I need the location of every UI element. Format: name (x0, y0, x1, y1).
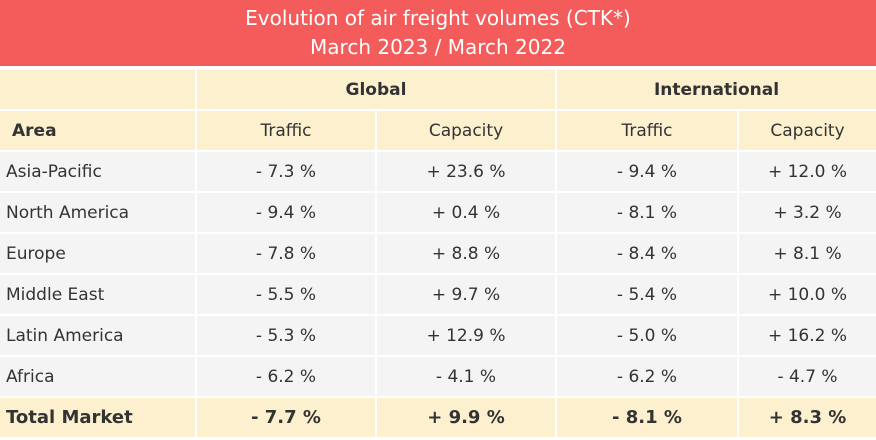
cell-intl-capacity: + 3.2 % (739, 193, 876, 232)
cell-area: North America (0, 193, 195, 232)
cell-area: Latin America (0, 316, 195, 355)
col-intl-traffic: Traffic (557, 111, 737, 150)
cell-global-traffic: - 9.4 % (197, 193, 375, 232)
cell-intl-traffic: - 9.4 % (557, 152, 737, 191)
col-intl-capacity: Capacity (739, 111, 876, 150)
cell-global-traffic: - 7.7 % (197, 398, 375, 437)
cell-intl-traffic: - 8.1 % (557, 398, 737, 437)
table-title: Evolution of air freight volumes (CTK*) … (0, 0, 876, 66)
cell-global-capacity: + 23.6 % (377, 152, 555, 191)
cell-global-capacity: + 8.8 % (377, 234, 555, 273)
cell-intl-capacity: + 8.3 % (739, 398, 876, 437)
cell-global-traffic: - 5.3 % (197, 316, 375, 355)
cell-area: Africa (0, 357, 195, 396)
col-area: Area (0, 111, 195, 150)
cell-intl-capacity: + 8.1 % (739, 234, 876, 273)
cell-intl-traffic: - 5.0 % (557, 316, 737, 355)
cell-global-capacity: + 9.9 % (377, 398, 555, 437)
cell-global-capacity: + 0.4 % (377, 193, 555, 232)
cell-global-traffic: - 7.8 % (197, 234, 375, 273)
cell-area: Total Market (0, 398, 195, 437)
group-header-row: Global International (0, 70, 876, 109)
cell-intl-traffic: - 8.1 % (557, 193, 737, 232)
cell-intl-capacity: + 16.2 % (739, 316, 876, 355)
group-global: Global (197, 70, 555, 109)
cell-intl-traffic: - 6.2 % (557, 357, 737, 396)
column-header-row: Area Traffic Capacity Traffic Capacity (0, 111, 876, 150)
cell-global-traffic: - 6.2 % (197, 357, 375, 396)
cell-area: Middle East (0, 275, 195, 314)
freight-table: Global International Area Traffic Capaci… (0, 68, 876, 439)
cell-area: Asia-Pacific (0, 152, 195, 191)
subtitle: March 2023 / March 2022 (310, 35, 566, 59)
table-row: Latin America - 5.3 % + 12.9 % - 5.0 % + 16.… (0, 316, 876, 355)
table-row: Middle East - 5.5 % + 9.7 % - 5.4 % + 10.0 % (0, 275, 876, 314)
cell-intl-traffic: - 8.4 % (557, 234, 737, 273)
cell-global-capacity: + 9.7 % (377, 275, 555, 314)
cell-global-capacity: + 12.9 % (377, 316, 555, 355)
cell-intl-capacity: - 4.7 % (739, 357, 876, 396)
cell-area: Europe (0, 234, 195, 273)
table-row: North America - 9.4 % + 0.4 % - 8.1 % + 3.2 … (0, 193, 876, 232)
table-row: Europe - 7.8 % + 8.8 % - 8.4 % + 8.1 % (0, 234, 876, 273)
table-row: Asia-Pacific - 7.3 % + 23.6 % - 9.4 % + 12.0… (0, 152, 876, 191)
col-global-traffic: Traffic (197, 111, 375, 150)
cell-global-traffic: - 5.5 % (197, 275, 375, 314)
cell-global-capacity: - 4.1 % (377, 357, 555, 396)
empty-cell (0, 70, 195, 109)
cell-global-traffic: - 7.3 % (197, 152, 375, 191)
cell-intl-capacity: + 12.0 % (739, 152, 876, 191)
col-global-capacity: Capacity (377, 111, 555, 150)
cell-intl-traffic: - 5.4 % (557, 275, 737, 314)
title: Evolution of air freight volumes (CTK*) (245, 6, 631, 30)
cell-intl-capacity: + 10.0 % (739, 275, 876, 314)
group-international: International (557, 70, 876, 109)
table-row: Africa - 6.2 % - 4.1 % - 6.2 % - 4.7 % (0, 357, 876, 396)
total-row: Total Market - 7.7 % + 9.9 % - 8.1 % + 8.3 % (0, 398, 876, 437)
